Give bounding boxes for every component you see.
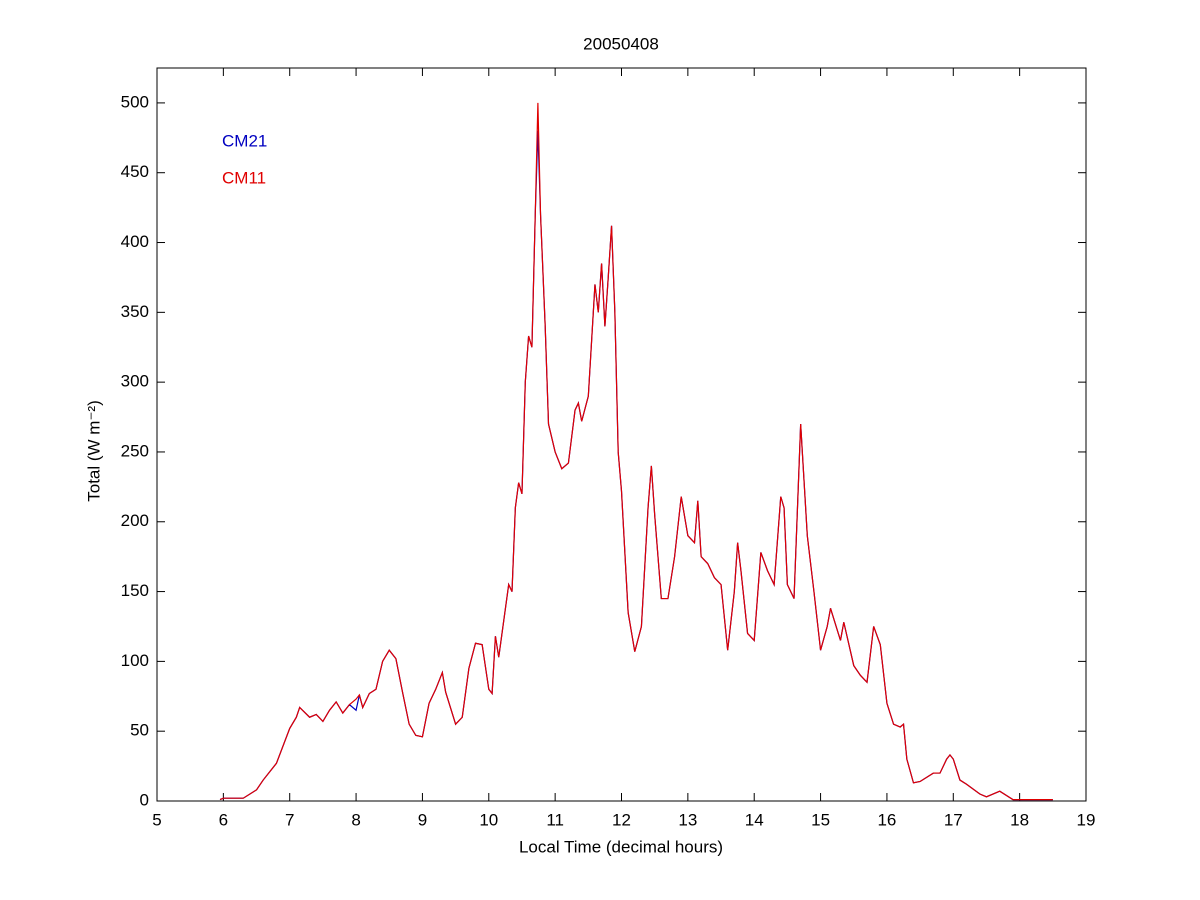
x-tick-label: 14 — [745, 810, 764, 829]
x-tick-label: 15 — [811, 810, 830, 829]
y-tick-label: 450 — [121, 162, 149, 181]
x-tick-label: 16 — [877, 810, 896, 829]
y-tick-label: 300 — [121, 372, 149, 391]
series-line — [219, 102, 1053, 801]
y-tick-label: 500 — [121, 92, 149, 111]
y-tick-label: 100 — [121, 651, 149, 670]
legend-label: CM21 — [222, 131, 267, 150]
x-tick-label: 5 — [152, 810, 161, 829]
y-tick-label: 50 — [130, 721, 149, 740]
y-tick-label: 150 — [121, 581, 149, 600]
x-tick-label: 11 — [546, 810, 564, 829]
x-axis-label: Local Time (decimal hours) — [519, 837, 723, 856]
x-tick-label: 8 — [351, 810, 360, 829]
x-tick-label: 18 — [1010, 810, 1029, 829]
y-tick-label: 250 — [121, 441, 149, 460]
y-tick-label: 350 — [121, 302, 149, 321]
y-tick-label: 200 — [121, 511, 149, 530]
y-tick-label: 0 — [140, 790, 149, 809]
chart-title: 20050408 — [583, 34, 659, 53]
x-tick-label: 19 — [1077, 810, 1096, 829]
x-tick-label: 13 — [678, 810, 697, 829]
x-tick-label: 9 — [418, 810, 427, 829]
x-tick-label: 12 — [612, 810, 631, 829]
x-tick-label: 10 — [479, 810, 498, 829]
y-axis-label: Total (W m⁻²) — [84, 400, 103, 502]
y-tick-label: 400 — [121, 232, 149, 251]
x-tick-label: 17 — [944, 810, 963, 829]
x-tick-label: 6 — [219, 810, 228, 829]
x-tick-label: 7 — [285, 810, 294, 829]
legend-label: CM11 — [222, 168, 266, 187]
